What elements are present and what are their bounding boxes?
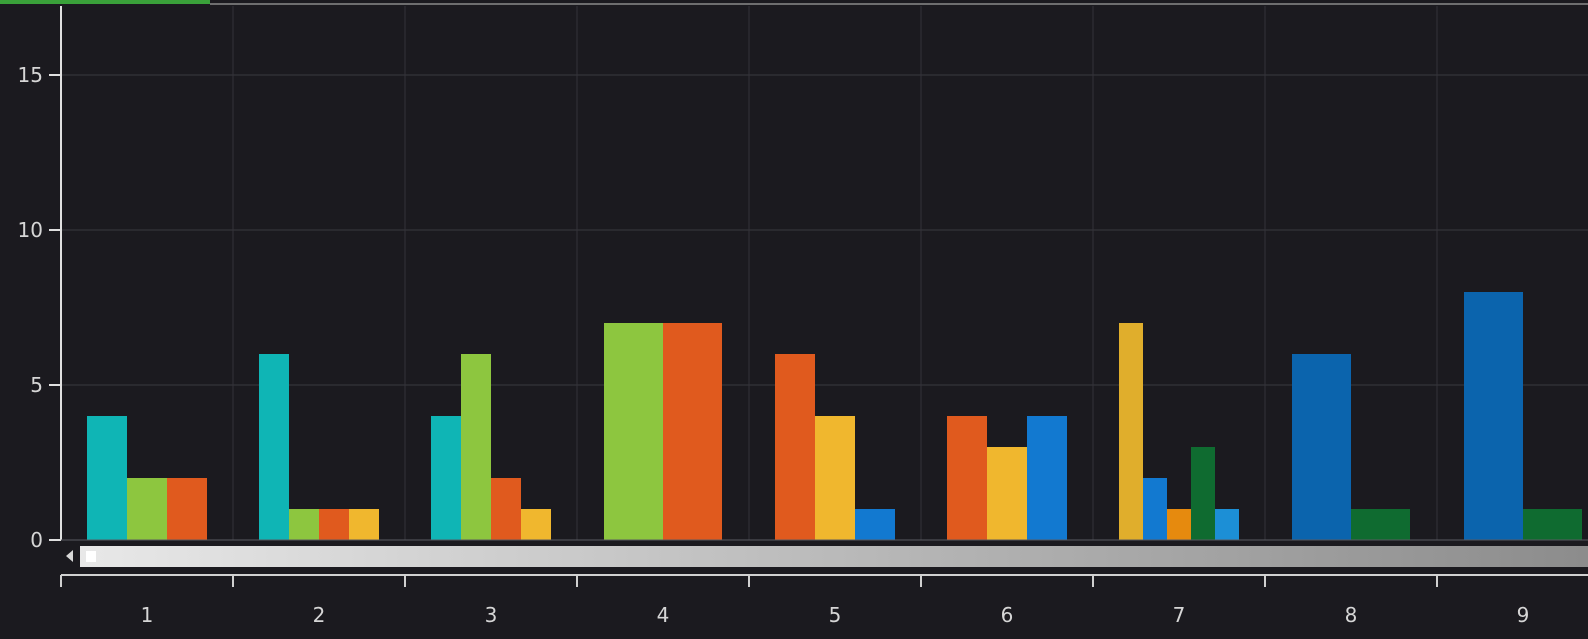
bar xyxy=(167,478,207,540)
bar xyxy=(1027,416,1067,540)
scroll-left-arrow-icon[interactable] xyxy=(66,550,73,562)
bar xyxy=(289,509,319,540)
bar xyxy=(1292,354,1351,540)
bar xyxy=(461,354,491,540)
bar xyxy=(431,416,461,540)
bar xyxy=(1191,447,1215,540)
bars xyxy=(87,292,1582,540)
gridlines xyxy=(61,6,1588,540)
bar xyxy=(1167,509,1191,540)
bar xyxy=(349,509,379,540)
bar xyxy=(1143,478,1167,540)
y-tick-label: 5 xyxy=(30,373,43,397)
x-tick-label: 6 xyxy=(1001,603,1014,627)
horizontal-scrollbar[interactable] xyxy=(66,546,1588,567)
bar xyxy=(663,323,722,540)
x-tick-label: 2 xyxy=(313,603,326,627)
x-tick-label: 3 xyxy=(485,603,498,627)
top-accent-strip xyxy=(0,0,210,4)
bar xyxy=(1351,509,1410,540)
x-tick-label: 7 xyxy=(1173,603,1186,627)
bar xyxy=(947,416,987,540)
y-tick-label: 10 xyxy=(18,218,43,242)
bar xyxy=(987,447,1027,540)
bar xyxy=(1464,292,1523,540)
x-tick-label: 8 xyxy=(1345,603,1358,627)
x-tick-label: 1 xyxy=(141,603,154,627)
x-axis: 1 2 3 4 5 6 7 8 9 xyxy=(60,574,1588,627)
bar xyxy=(521,509,551,540)
y-tick-label: 15 xyxy=(18,63,43,87)
y-tick-label: 0 xyxy=(30,528,43,552)
bar xyxy=(87,416,127,540)
bar xyxy=(491,478,521,540)
x-tick-label: 4 xyxy=(657,603,670,627)
bar xyxy=(259,354,289,540)
bar xyxy=(127,478,167,540)
x-tick-label: 9 xyxy=(1517,603,1530,627)
bar xyxy=(319,509,349,540)
scrollbar-thumb[interactable] xyxy=(86,551,96,562)
bar xyxy=(1523,509,1582,540)
bar xyxy=(1119,323,1143,540)
bar xyxy=(1215,509,1239,540)
bar xyxy=(775,354,815,540)
scrollbar-track[interactable] xyxy=(80,546,1588,567)
bar xyxy=(604,323,663,540)
bar xyxy=(855,509,895,540)
x-tick-label: 5 xyxy=(829,603,842,627)
bar xyxy=(815,416,855,540)
y-axis: 0 5 10 15 xyxy=(18,6,1588,552)
